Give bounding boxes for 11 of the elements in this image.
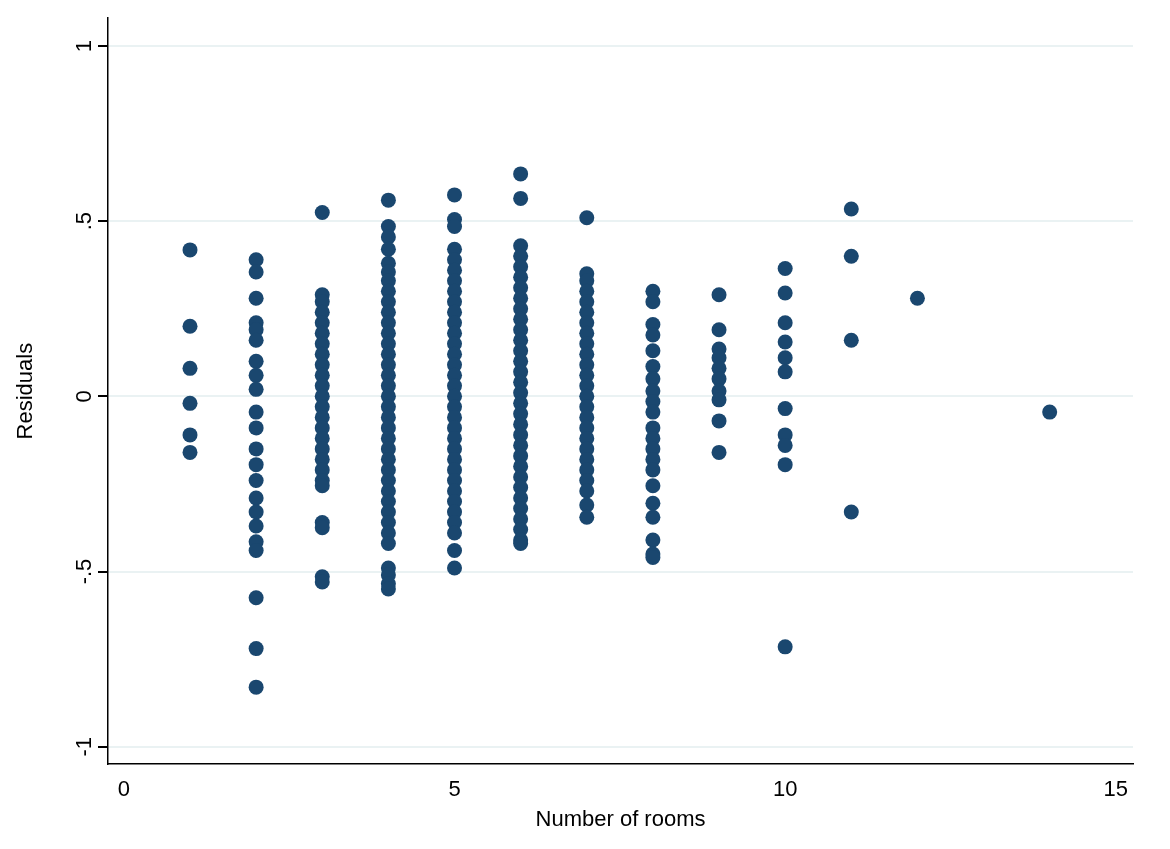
x-tick-label: 10 xyxy=(772,776,798,802)
y-tick-label: .5 xyxy=(71,212,97,231)
y-tick-label: 0 xyxy=(71,390,97,403)
y-tick-label: -.5 xyxy=(71,558,97,585)
x-tick-label: 0 xyxy=(117,776,130,802)
x-tick-label: 15 xyxy=(1103,776,1129,802)
y-tick-label: 1 xyxy=(71,39,97,53)
y-axis-title: Residuals xyxy=(12,342,38,440)
y-tick-label: -1 xyxy=(71,736,97,757)
x-tick-label: 5 xyxy=(448,776,461,802)
x-axis-title: Number of rooms xyxy=(535,805,706,831)
